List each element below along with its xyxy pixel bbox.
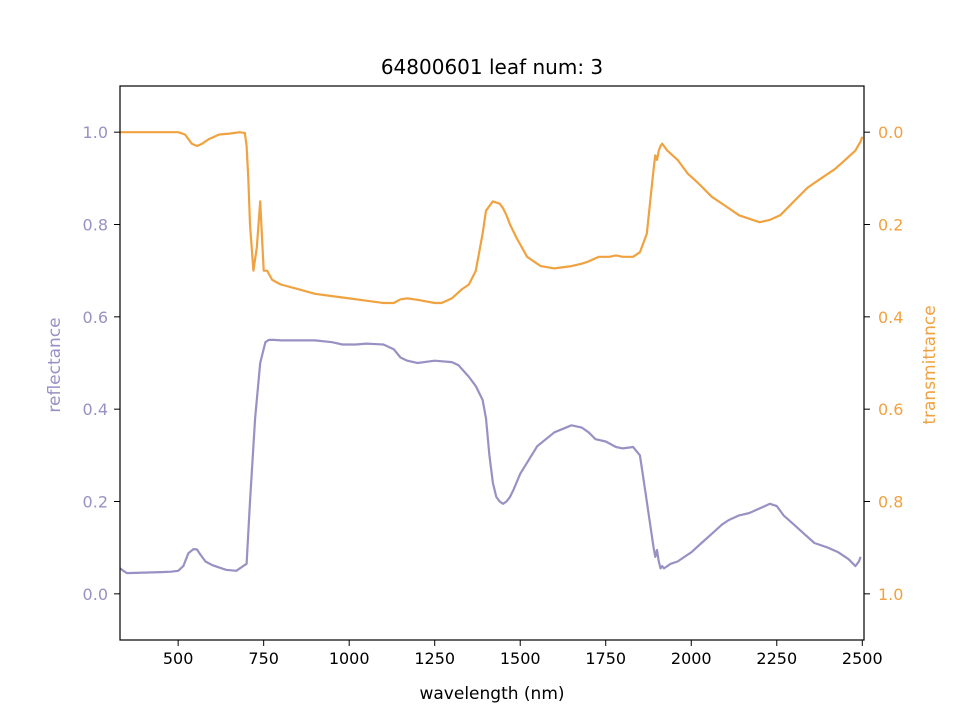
plot-frame — [119, 85, 865, 641]
y-right-tick-label: 0.6 — [878, 400, 903, 419]
y-left-tick-label: 0.0 — [83, 585, 108, 604]
x-tick-label: 2000 — [671, 649, 712, 668]
x-axis: 500 750 1000 1250 1500 1750 2000 2250 2500 — [163, 640, 883, 668]
chart-title: 64800601 leaf num: 3 — [381, 55, 603, 79]
x-tick-label: 1250 — [414, 649, 455, 668]
x-tick-label: 1000 — [329, 649, 370, 668]
y-right-tick-label: 0.0 — [878, 123, 903, 142]
x-tick-label: 500 — [163, 649, 194, 668]
reflectance-line — [119, 338, 862, 575]
y-left-tick-label: 0.8 — [83, 216, 108, 235]
x-tick-label: 750 — [248, 649, 279, 668]
y-right-tick-label: 0.4 — [878, 308, 903, 327]
right-y-axis-label: transmittance — [920, 305, 940, 424]
y-left-tick-label: 0.6 — [83, 308, 108, 327]
plot-series — [119, 131, 864, 575]
y-right-tick-label: 0.8 — [878, 493, 903, 512]
right-y-axis: 0.0 0.2 0.4 0.6 0.8 1.0 — [864, 123, 903, 604]
x-tick-label: 1500 — [500, 649, 541, 668]
y-right-tick-label: 0.2 — [878, 216, 903, 235]
x-tick-label: 2500 — [842, 649, 883, 668]
y-left-tick-label: 0.2 — [83, 493, 108, 512]
transmittance-line — [120, 131, 864, 305]
x-tick-label: 2250 — [756, 649, 797, 668]
x-tick-label: 1750 — [585, 649, 626, 668]
y-left-tick-label: 0.4 — [83, 400, 108, 419]
x-axis-label: wavelength (nm) — [419, 684, 564, 704]
left-y-axis: 0.0 0.2 0.4 0.6 0.8 1.0 — [83, 123, 120, 604]
y-left-tick-label: 1.0 — [83, 123, 108, 142]
left-y-axis-label: reflectance — [45, 317, 65, 412]
y-right-tick-label: 1.0 — [878, 585, 903, 604]
